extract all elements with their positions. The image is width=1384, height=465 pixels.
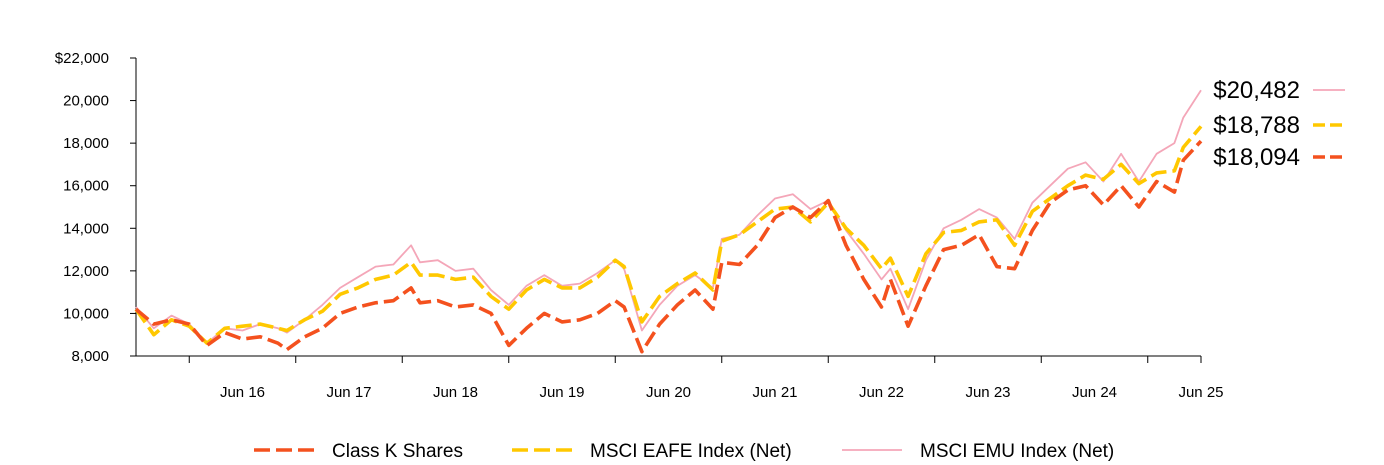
chart-legend: Class K Shares MSCI EAFE Index (Net) MSCI … [254, 441, 1114, 462]
end-value-label: $18,788 [1213, 112, 1300, 139]
end-value-labels: $20,482 $18,788 $18,094 [1213, 77, 1345, 171]
x-tick-label: Jun 16 [220, 384, 265, 401]
x-tick-label: Jun 22 [859, 384, 904, 401]
series-line-msci-eafe-index-net [134, 125, 1203, 345]
y-tick-label: 10,000 [63, 305, 109, 322]
series-line-msci-emu-index-net [135, 89, 1202, 345]
x-tick-label: Jun 18 [433, 384, 478, 401]
x-tick-label: Jun 20 [646, 384, 691, 401]
legend-item-msci-emu-index-net: MSCI EMU Index (Net) [842, 441, 1114, 462]
x-tick-label: Jun 17 [326, 384, 371, 401]
y-tick-label: 20,000 [63, 93, 109, 110]
x-tick-label: Jun 25 [1178, 384, 1223, 401]
legend-label: MSCI EAFE Index (Net) [590, 441, 792, 462]
y-tick-label: 18,000 [63, 135, 109, 152]
chart-axes: 8,000 10,000 12,000 14,000 16,000 18,000 20,00… [55, 50, 1224, 401]
y-tick-label: 12,000 [63, 263, 109, 280]
x-tick-label: Jun 24 [1072, 384, 1117, 401]
chart-series [134, 89, 1203, 354]
y-tick-label: 16,000 [63, 178, 109, 195]
x-tick-label: Jun 19 [539, 384, 584, 401]
y-tick-label: $22,000 [55, 50, 109, 67]
end-value-label: $20,482 [1213, 77, 1300, 104]
y-tick-label: 8,000 [71, 348, 109, 365]
legend-label: Class K Shares [332, 441, 463, 462]
x-tick-label: Jun 23 [965, 384, 1010, 401]
legend-label: MSCI EMU Index (Net) [920, 441, 1114, 462]
x-tick-label: Jun 21 [752, 384, 797, 401]
legend-item-class-k-shares: Class K Shares [254, 441, 463, 462]
series-line-class-k-shares [134, 139, 1203, 354]
y-tick-label: 14,000 [63, 220, 109, 237]
legend-item-msci-eafe-index-net: MSCI EAFE Index (Net) [512, 441, 792, 462]
end-value-label: $18,094 [1213, 144, 1300, 171]
